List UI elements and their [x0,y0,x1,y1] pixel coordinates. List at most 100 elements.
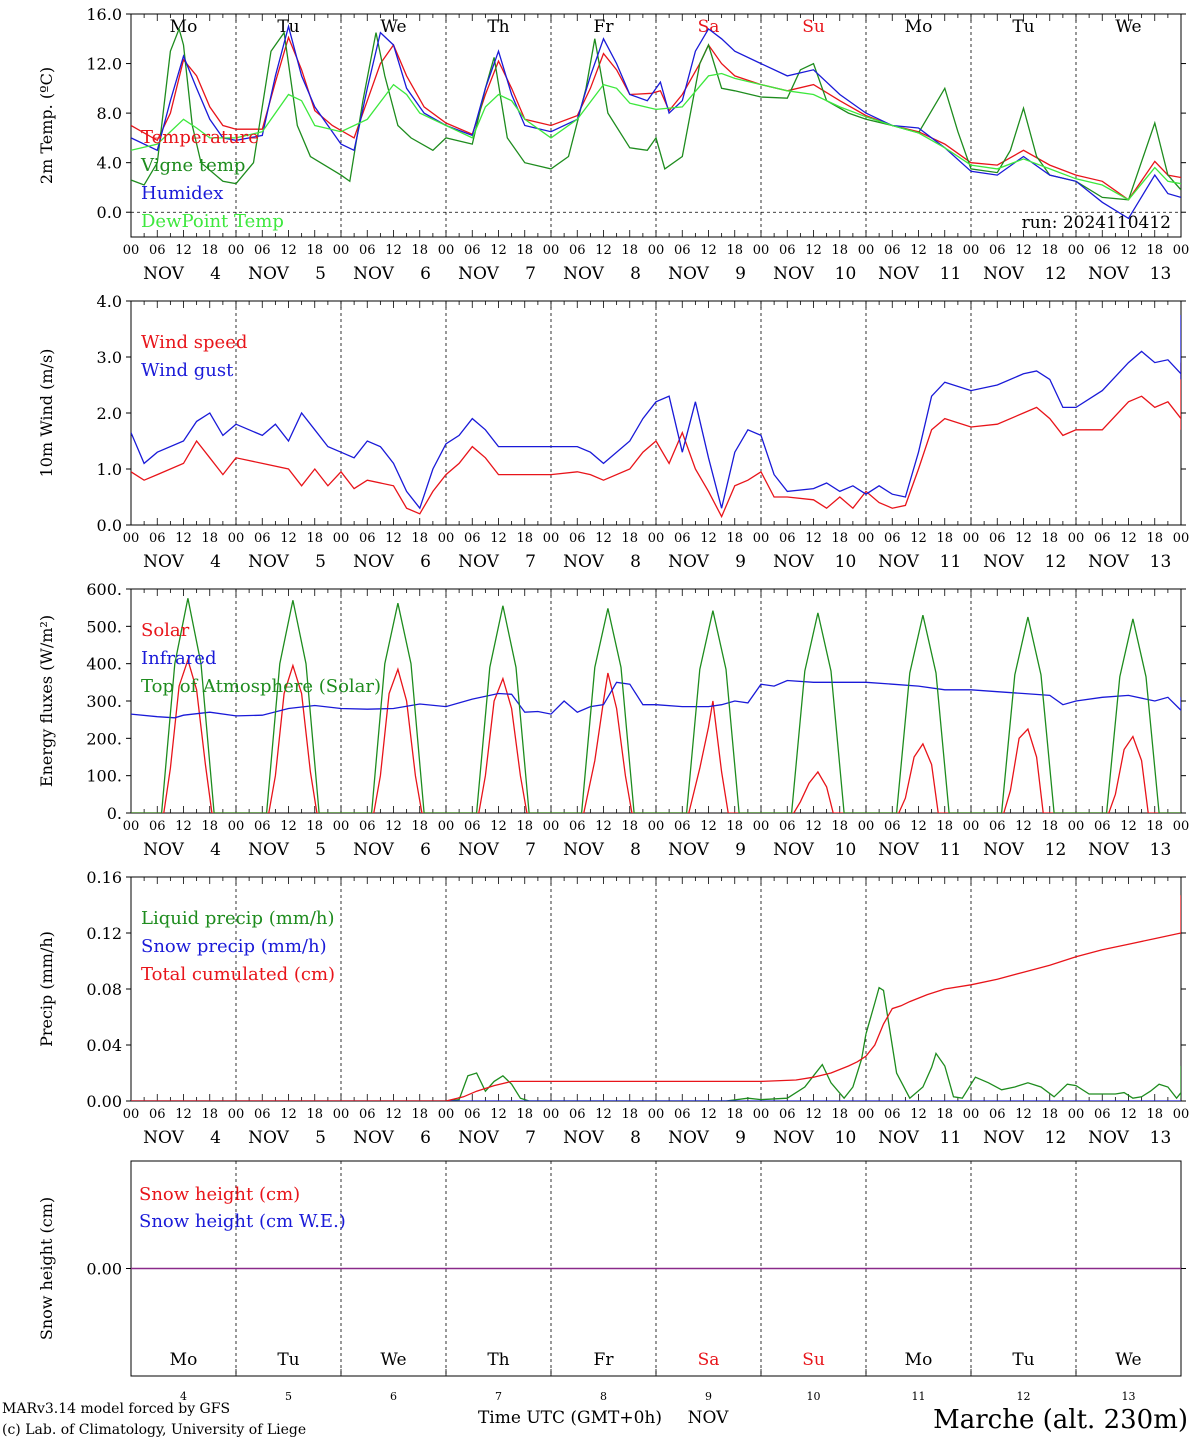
hour-label: 12 [1120,1107,1137,1122]
hour-label: 18 [411,1107,428,1122]
hour-label: 00 [648,819,665,834]
hour-label: 12 [385,819,402,834]
date-month: NOV [878,840,920,860]
bottom-date-label: 6 [390,1390,397,1403]
hour-label: 00 [543,531,560,546]
legend-snow-precip-mm-h-: Snow precip (mm/h) [141,936,327,957]
legend-humidex: Humidex [141,183,223,204]
date-month: NOV [878,1128,920,1148]
hour-label: 18 [306,1107,323,1122]
date-day: 10 [835,264,857,284]
hour-label: 00 [1068,819,1085,834]
date-day: 8 [630,840,641,860]
panel-3: 0. 100. 200. 300. 400. 500. 600. Energy fluxes … [37,580,1189,860]
series-top-of-atmosphere-solar- [131,598,1181,813]
date-day: 6 [420,264,431,284]
hour-label: 18 [1041,819,1058,834]
weekday-label: Tu [277,1350,299,1370]
hour-label: 12 [175,1107,192,1122]
series-humidex [131,23,1181,220]
model-credit: MARv3.14 model forced by GFS [2,1401,230,1417]
hour-label: 18 [516,243,533,258]
date-day: 9 [735,552,746,572]
series-infrared [131,679,1181,719]
hour-label: 06 [674,819,691,834]
lab-credit: (c) Lab. of Climatology, University of L… [2,1422,306,1438]
hour-label: 12 [1015,243,1032,258]
hour-label: 06 [1094,243,1111,258]
hour-label: 12 [385,531,402,546]
hour-label: 18 [1041,531,1058,546]
date-day: 5 [315,264,326,284]
hour-label: 18 [726,531,743,546]
date-month: NOV [1088,552,1130,572]
hour-label: 18 [306,819,323,834]
hour-label: 18 [936,1107,953,1122]
hour-label: 06 [674,531,691,546]
date-month: NOV [668,264,710,284]
series-wind-gust [131,315,1181,510]
date-month: NOV [458,1128,500,1148]
hour-label: 00 [1173,819,1190,834]
y-tick-label: 8.0 [97,104,122,123]
hour-label: 18 [306,531,323,546]
date-month: NOV [143,840,185,860]
hour-label: 12 [280,243,297,258]
hour-label: 06 [1094,531,1111,546]
weekday-label: Su [802,17,825,37]
hour-label: 12 [280,531,297,546]
date-day: 5 [315,840,326,860]
hour-label: 00 [963,819,980,834]
series-wind-speed [131,362,1181,519]
series-total-cumulated-cm- [131,895,1181,1101]
hour-label: 18 [411,531,428,546]
date-month: NOV [563,552,605,572]
date-day: 5 [315,1128,326,1148]
date-month: NOV [143,264,185,284]
hour-label: 18 [621,1107,638,1122]
y-axis-title: 10m Wind (m/s) [37,349,56,478]
hour-label: 12 [595,243,612,258]
legend-vigne-temp: Vigne temp [140,155,245,176]
date-day: 6 [420,840,431,860]
hour-label: 18 [201,819,218,834]
hour-label: 00 [123,531,140,546]
date-day: 9 [735,840,746,860]
date-day: 13 [1150,1128,1172,1148]
hour-label: 00 [333,243,350,258]
hour-label: 06 [149,819,166,834]
hour-label: 12 [280,819,297,834]
hour-label: 00 [438,819,455,834]
hour-label: 06 [989,819,1006,834]
hour-label: 00 [963,243,980,258]
y-axis-title: Snow height (cm) [37,1197,56,1340]
date-month: NOV [983,552,1025,572]
hour-label: 06 [569,531,586,546]
hour-label: 00 [858,1107,875,1122]
legend-total-cumulated-cm-: Total cumulated (cm) [141,964,335,985]
hour-label: 00 [963,531,980,546]
bottom-date-label: 12 [1017,1390,1031,1403]
date-month: NOV [878,264,920,284]
hour-label: 00 [963,1107,980,1122]
date-month: NOV [773,1128,815,1148]
date-day: 12 [1045,840,1067,860]
hour-label: 06 [989,243,1006,258]
y-tick-label: 0.12 [86,924,122,943]
hour-label: 18 [516,531,533,546]
hour-label: 18 [516,819,533,834]
hour-label: 00 [438,531,455,546]
legend-liquid-precip-mm-h-: Liquid precip (mm/h) [141,908,335,929]
date-day: 7 [525,552,536,572]
hour-label: 12 [1120,819,1137,834]
weekday-label: Fr [594,1350,615,1370]
hour-label: 06 [884,1107,901,1122]
hour-label: 00 [123,819,140,834]
hour-label: 06 [149,1107,166,1122]
hour-label: 00 [753,1107,770,1122]
y-axis-title: 2m Temp. (ºC) [37,67,56,184]
date-month: NOV [773,264,815,284]
hour-label: 18 [201,1107,218,1122]
hour-label: 00 [858,819,875,834]
hour-label: 00 [333,1107,350,1122]
